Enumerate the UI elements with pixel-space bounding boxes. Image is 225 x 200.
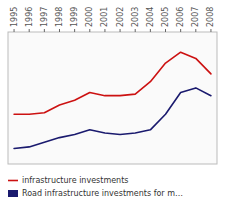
- legend-line: [8, 180, 18, 182]
- x-tick: [150, 29, 151, 32]
- x-tick-label: 2000: [85, 7, 94, 27]
- x-tick: [104, 29, 105, 32]
- x-tick: [195, 29, 196, 32]
- x-tick: [120, 29, 121, 32]
- x-tick: [180, 29, 181, 32]
- x-tick: [210, 29, 211, 32]
- x-tick: [29, 29, 30, 32]
- x-tick: [74, 29, 75, 32]
- x-tick: [14, 29, 15, 32]
- legend-item: Road infrastructure investments for m…: [8, 189, 183, 198]
- legend-swatch: [8, 190, 18, 197]
- x-tick-label: 2008: [206, 7, 215, 27]
- x-tick-label: 1995: [10, 7, 19, 27]
- x-tick-label: 1996: [25, 7, 34, 27]
- x-tick-label: 2005: [161, 7, 170, 27]
- x-tick-label: 2004: [146, 7, 155, 27]
- legend-item: infrastructure investments: [8, 176, 129, 185]
- plot-frame: [8, 32, 217, 164]
- x-tick-label: 1999: [70, 7, 79, 27]
- legend-swatch: [8, 180, 18, 181]
- chart: 1995 1996 1997 1998 1999 2000 2001 2002 2003 2004…: [0, 0, 225, 200]
- x-tick: [44, 29, 45, 32]
- x-tick-label: 2003: [131, 7, 140, 27]
- legend-label: infrastructure investments: [22, 176, 129, 185]
- series-line: [14, 52, 211, 114]
- x-tick-label: 2007: [191, 7, 200, 27]
- x-tick: [89, 29, 90, 32]
- x-tick: [59, 29, 60, 32]
- x-tick-label: 2001: [100, 7, 109, 27]
- x-tick-label: 2002: [116, 7, 125, 27]
- legend: infrastructure investments Road infrastru…: [8, 176, 183, 198]
- x-tick: [165, 29, 166, 32]
- series-line: [14, 88, 211, 149]
- x-tick: [135, 29, 136, 32]
- x-tick-label: 1998: [55, 7, 64, 27]
- legend-label: Road infrastructure investments for m…: [22, 189, 183, 198]
- x-axis: 1995 1996 1997 1998 1999 2000 2001 2002 2003 2004…: [10, 7, 216, 32]
- lines: [14, 52, 211, 148]
- x-tick-label: 2006: [176, 7, 185, 27]
- x-tick-label: 1997: [40, 7, 49, 27]
- legend-patch: [8, 190, 18, 197]
